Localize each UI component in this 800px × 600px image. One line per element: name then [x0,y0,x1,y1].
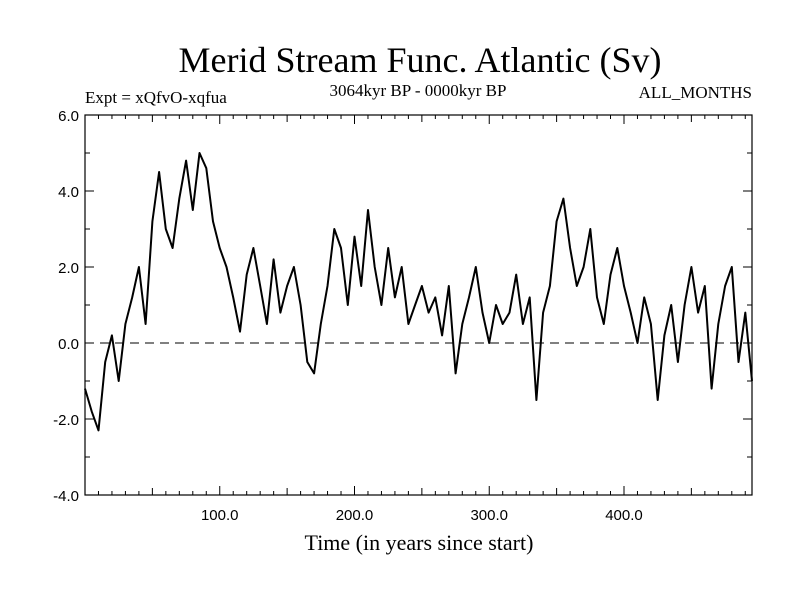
x-axis-label: Time (in years since start) [305,530,534,555]
chart-title: Merid Stream Func. Atlantic (Sv) [179,40,662,80]
y-tick-label: 4.0 [58,184,79,201]
y-tick-label: 2.0 [58,260,79,277]
series-line-0 [84,152,753,432]
x-tick-label: 400.0 [605,507,643,524]
y-tick-label: 0.0 [58,336,79,353]
x-tick-label: 300.0 [470,507,508,524]
y-tick-label: -4.0 [53,488,79,505]
axes: -4.0 -2.0 0.0 2.0 4.0 6.0 100.0 200.0 300.0 400.0 [53,108,753,524]
period-label: 3064kyr BP - 0000kyr BP [330,81,507,100]
months-label: ALL_MONTHS [639,83,752,102]
experiment-label: Expt = xQfvO-xqfua [85,88,227,107]
x-tick-label: 200.0 [336,507,374,524]
plot-area [84,152,753,432]
y-tick-label: -2.0 [53,412,79,429]
x-tick-label: 100.0 [201,507,239,524]
y-tick-label: 6.0 [58,108,79,125]
